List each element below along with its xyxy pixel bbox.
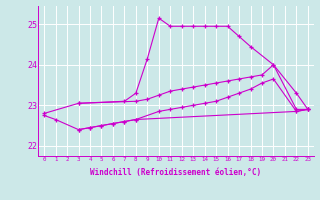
X-axis label: Windchill (Refroidissement éolien,°C): Windchill (Refroidissement éolien,°C) (91, 168, 261, 177)
